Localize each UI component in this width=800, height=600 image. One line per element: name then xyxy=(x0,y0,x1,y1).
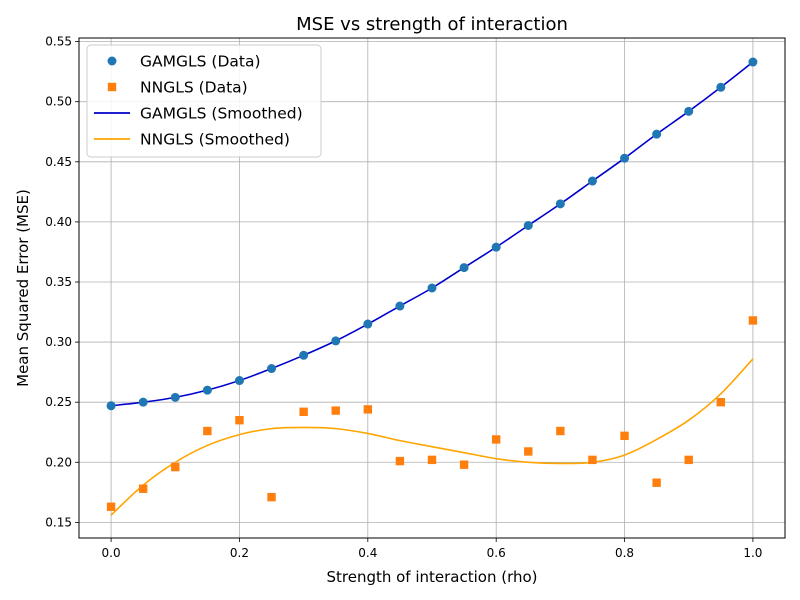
point-nngls-data xyxy=(395,456,405,466)
legend-label: NNGLS (Smoothed) xyxy=(140,131,290,149)
point-nngls-data xyxy=(267,492,276,502)
point-gamgls-data xyxy=(620,153,630,163)
point-nngls-data xyxy=(620,431,629,441)
line-nngls-smoothed xyxy=(110,358,754,516)
x-tick-label: 0.4 xyxy=(358,546,377,560)
point-gamgls-data xyxy=(170,392,180,402)
point-gamgls-data xyxy=(202,385,212,395)
series-points xyxy=(106,57,758,511)
y-tick-label: 0.15 xyxy=(45,515,72,529)
y-tick-label: 0.40 xyxy=(45,215,72,229)
point-gamgls-data xyxy=(363,319,373,329)
point-nngls-data xyxy=(459,460,469,469)
point-nngls-data xyxy=(235,416,244,425)
point-gamgls-data xyxy=(427,283,437,293)
point-nngls-data xyxy=(684,455,693,465)
point-gamgls-data xyxy=(716,82,726,92)
y-axis: 0.15 0.20 0.25 0.30 0.35 0.40 0.45 0.50 0.55 xyxy=(45,35,79,529)
x-tick-label: 0.8 xyxy=(615,546,634,560)
grid xyxy=(79,38,785,538)
point-gamgls-data xyxy=(587,176,597,186)
legend-label: GAMGLS (Smoothed) xyxy=(140,105,303,123)
point-gamgls-data xyxy=(652,129,662,139)
legend-box xyxy=(86,44,322,158)
y-tick-label: 0.30 xyxy=(45,335,72,349)
point-gamgls-data xyxy=(395,301,405,311)
point-nngls-data xyxy=(427,455,437,465)
point-gamgls-data xyxy=(267,364,277,374)
point-nngls-data xyxy=(106,502,116,511)
point-nngls-data xyxy=(716,397,726,407)
point-nngls-data xyxy=(331,406,340,415)
legend-label: GAMGLS (Data) xyxy=(140,53,261,71)
point-nngls-data xyxy=(652,478,661,487)
y-tick-label: 0.35 xyxy=(45,275,72,289)
x-tick-label: 1.0 xyxy=(743,546,762,560)
point-gamgls-data xyxy=(106,401,116,411)
x-axis: 0.0 0.2 0.4 0.6 0.8 1.0 xyxy=(102,538,762,560)
point-nngls-data xyxy=(524,447,533,456)
y-tick-label: 0.50 xyxy=(45,95,72,109)
point-gamgls-data xyxy=(555,199,565,209)
x-tick-label: 0.2 xyxy=(230,546,249,560)
point-gamgls-data xyxy=(299,350,309,360)
legend-circle-swatch xyxy=(107,56,117,66)
point-gamgls-data xyxy=(684,106,694,116)
point-nngls-data xyxy=(748,316,758,325)
point-gamgls-data xyxy=(523,221,533,230)
chart-title: MSE vs strength of interaction xyxy=(296,14,568,35)
y-tick-label: 0.25 xyxy=(45,395,72,409)
legend: GAMGLS (Data) NNGLS (Data) GAMGLS (Smoothe… xyxy=(86,44,322,158)
point-gamgls-data xyxy=(491,242,501,252)
point-gamgls-data xyxy=(234,376,244,386)
y-tick-label: 0.20 xyxy=(45,455,72,469)
point-nngls-data xyxy=(588,455,597,465)
point-nngls-data xyxy=(203,426,212,436)
point-nngls-data xyxy=(491,435,501,444)
y-tick-label: 0.55 xyxy=(45,35,72,49)
x-tick-label: 0.0 xyxy=(102,546,121,560)
point-gamgls-data xyxy=(459,263,469,273)
y-tick-label: 0.45 xyxy=(45,155,72,169)
legend-square-swatch xyxy=(107,82,117,92)
legend-label: NNGLS (Data) xyxy=(140,79,248,97)
point-nngls-data xyxy=(299,407,308,416)
plot-frame xyxy=(78,37,786,539)
point-nngls-data xyxy=(363,405,373,414)
x-axis-label: Strength of interaction (rho) xyxy=(326,568,537,586)
x-tick-label: 0.6 xyxy=(487,546,506,560)
point-nngls-data xyxy=(171,462,180,472)
point-gamgls-data xyxy=(331,336,341,346)
point-gamgls-data xyxy=(138,397,148,407)
point-nngls-data xyxy=(138,484,148,493)
point-gamgls-data xyxy=(748,57,758,67)
point-nngls-data xyxy=(556,426,565,436)
y-axis-label: Mean Squared Error (MSE) xyxy=(14,189,32,387)
